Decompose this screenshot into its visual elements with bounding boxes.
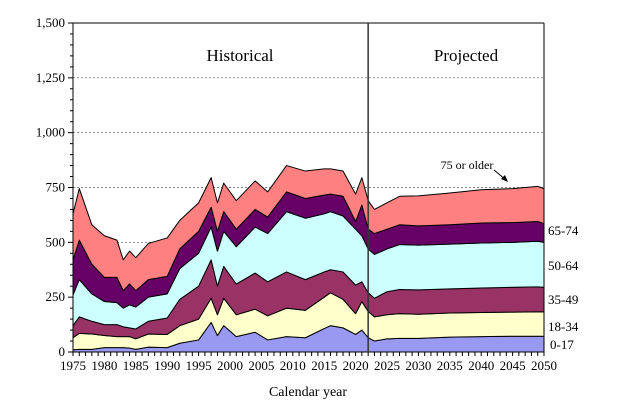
x-tick-label: 1975 bbox=[60, 358, 86, 373]
x-tick-label: 1980 bbox=[91, 358, 117, 373]
x-tick-label: 1990 bbox=[154, 358, 180, 373]
series-label-50-64: 50-64 bbox=[548, 258, 579, 273]
x-tick-label: 2000 bbox=[217, 358, 243, 373]
x-tick-label: 2020 bbox=[343, 358, 369, 373]
series-label-18-34: 18-34 bbox=[548, 319, 579, 334]
axes: 0 250 500 750 1,000 1,250 1,500 1975 1980 1985 199… bbox=[36, 15, 557, 373]
y-tick-label: 1,500 bbox=[36, 15, 65, 30]
y-tick-label: 1,250 bbox=[36, 70, 65, 85]
y-tick-label: 0 bbox=[59, 344, 66, 359]
annotation-75-or-older: 75 or older bbox=[441, 158, 494, 172]
x-tick-label: 1985 bbox=[123, 358, 149, 373]
y-tick-label: 500 bbox=[46, 234, 66, 249]
y-tick-label: 250 bbox=[46, 289, 66, 304]
x-tick-label: 2015 bbox=[311, 358, 337, 373]
x-tick-label: 1995 bbox=[186, 358, 212, 373]
annotation-arrow bbox=[493, 169, 508, 182]
x-tick-label: 2050 bbox=[531, 358, 557, 373]
series-label-0-17: 0-17 bbox=[550, 337, 574, 352]
region-label-historical: Historical bbox=[206, 46, 273, 65]
x-tick-label: 2045 bbox=[500, 358, 526, 373]
areas bbox=[72, 165, 545, 353]
region-label-projected: Projected bbox=[434, 46, 499, 65]
x-tick-label: 2010 bbox=[280, 358, 306, 373]
y-tick-label: 750 bbox=[46, 180, 66, 195]
x-tick-label: 2025 bbox=[374, 358, 400, 373]
x-tick-label: 2040 bbox=[468, 358, 494, 373]
x-tick-label: 2030 bbox=[405, 358, 431, 373]
x-axis-title: Calendar year bbox=[269, 385, 347, 400]
series-label-65-74: 65-74 bbox=[548, 223, 579, 238]
x-tick-label: 2005 bbox=[248, 358, 274, 373]
series-label-35-49: 35-49 bbox=[548, 292, 578, 307]
x-tick-label: 2035 bbox=[437, 358, 463, 373]
y-tick-label: 1,000 bbox=[36, 125, 65, 140]
